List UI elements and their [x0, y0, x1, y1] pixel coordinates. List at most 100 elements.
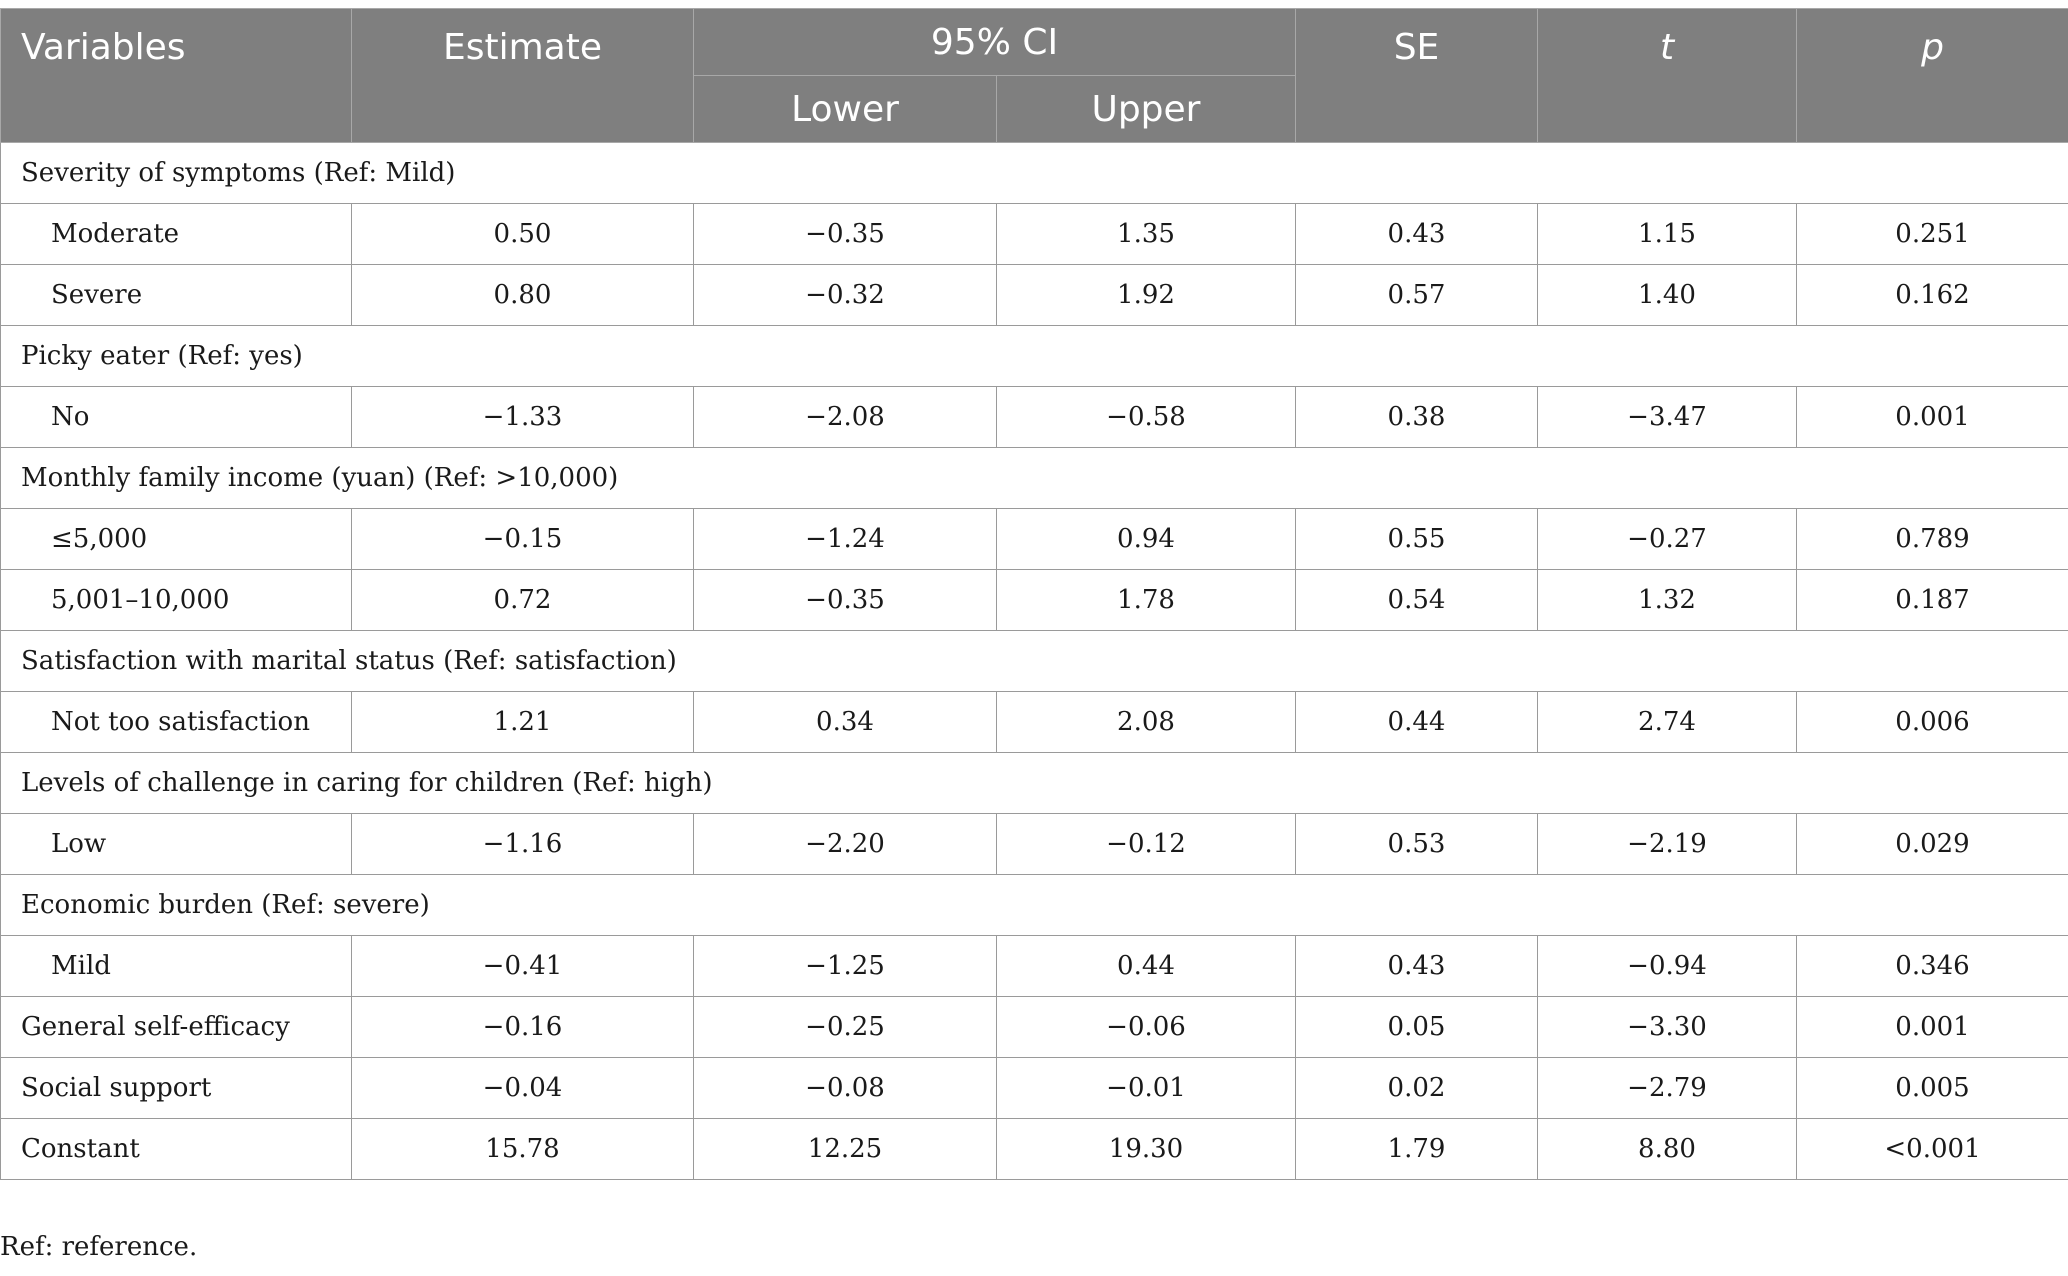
estimate-cell: −0.16: [351, 996, 694, 1058]
estimate-cell: −1.16: [351, 813, 694, 875]
upper-cell: 19.30: [996, 1118, 1296, 1180]
variable-label: ≤5,000: [0, 508, 352, 570]
p-cell: 0.001: [1796, 386, 2068, 448]
p-cell: 0.251: [1796, 203, 2068, 265]
upper-cell: −0.12: [996, 813, 1296, 875]
variable-label: Constant: [0, 1118, 352, 1180]
t-cell: −2.79: [1537, 1057, 1797, 1119]
se-cell: 0.57: [1295, 264, 1538, 326]
variable-label: General self-efficacy: [0, 996, 352, 1058]
lower-cell: −1.24: [693, 508, 997, 570]
p-cell: 0.346: [1796, 935, 2068, 997]
t-cell: −3.30: [1537, 996, 1797, 1058]
estimate-cell: 1.21: [351, 691, 694, 753]
se-cell: 0.38: [1295, 386, 1538, 448]
p-cell: 0.187: [1796, 569, 2068, 631]
variable-label: Severe: [0, 264, 352, 326]
table-header: Variables Estimate 95% CI SE t p Lower U…: [0, 8, 2068, 143]
table-body: Severity of symptoms (Ref: Mild) Moderate…: [0, 142, 2068, 1180]
header-t: t: [1537, 8, 1797, 143]
group-label: Economic burden (Ref: severe): [0, 874, 2068, 936]
table-row: ≤5,000 −0.15 −1.24 0.94 0.55 −0.27 0.789: [0, 508, 2068, 570]
lower-cell: −0.35: [693, 203, 997, 265]
se-cell: 0.43: [1295, 935, 1538, 997]
p-cell: 0.789: [1796, 508, 2068, 570]
upper-cell: 0.44: [996, 935, 1296, 997]
lower-cell: −0.35: [693, 569, 997, 631]
p-cell: 0.006: [1796, 691, 2068, 753]
group-header-row: Satisfaction with marital status (Ref: s…: [0, 630, 2068, 692]
table-row: General self-efficacy −0.16 −0.25 −0.06 0.05…: [0, 996, 2068, 1058]
estimate-cell: 15.78: [351, 1118, 694, 1180]
estimate-cell: −1.33: [351, 386, 694, 448]
variable-label: Low: [0, 813, 352, 875]
lower-cell: −0.08: [693, 1057, 997, 1119]
table-footnote: Ref: reference.: [0, 1232, 198, 1262]
estimate-cell: 0.50: [351, 203, 694, 265]
table-row: No −1.33 −2.08 −0.58 0.38 −3.47 0.001: [0, 386, 2068, 448]
se-cell: 1.79: [1295, 1118, 1538, 1180]
se-cell: 0.05: [1295, 996, 1538, 1058]
t-cell: 8.80: [1537, 1118, 1797, 1180]
t-cell: −2.19: [1537, 813, 1797, 875]
t-cell: 1.40: [1537, 264, 1797, 326]
variable-label: 5,001–10,000: [0, 569, 352, 631]
se-cell: 0.02: [1295, 1057, 1538, 1119]
p-cell: <0.001: [1796, 1118, 2068, 1180]
upper-cell: −0.58: [996, 386, 1296, 448]
group-label: Severity of symptoms (Ref: Mild): [0, 142, 2068, 204]
table-row: 5,001–10,000 0.72 −0.35 1.78 0.54 1.32 0.187: [0, 569, 2068, 631]
table-row: Not too satisfaction 1.21 0.34 2.08 0.44 2.74…: [0, 691, 2068, 753]
header-variables: Variables: [0, 8, 352, 143]
variable-label: No: [0, 386, 352, 448]
table-row: Low −1.16 −2.20 −0.12 0.53 −2.19 0.029: [0, 813, 2068, 875]
group-header-row: Levels of challenge in caring for childr…: [0, 752, 2068, 814]
table-row: Severe 0.80 −0.32 1.92 0.57 1.40 0.162: [0, 264, 2068, 326]
estimate-cell: 0.72: [351, 569, 694, 631]
p-cell: 0.001: [1796, 996, 2068, 1058]
lower-cell: −2.08: [693, 386, 997, 448]
upper-cell: −0.01: [996, 1057, 1296, 1119]
estimate-cell: 0.80: [351, 264, 694, 326]
header-lower: Lower: [693, 75, 997, 143]
p-cell: 0.162: [1796, 264, 2068, 326]
lower-cell: −2.20: [693, 813, 997, 875]
t-cell: 1.32: [1537, 569, 1797, 631]
upper-cell: −0.06: [996, 996, 1296, 1058]
table-row: Social support −0.04 −0.08 −0.01 0.02 −2.79 0.…: [0, 1057, 2068, 1119]
t-cell: −0.27: [1537, 508, 1797, 570]
t-cell: 1.15: [1537, 203, 1797, 265]
table-row: Moderate 0.50 −0.35 1.35 0.43 1.15 0.251: [0, 203, 2068, 265]
upper-cell: 1.92: [996, 264, 1296, 326]
lower-cell: 12.25: [693, 1118, 997, 1180]
group-label: Levels of challenge in caring for childr…: [0, 752, 2068, 814]
se-cell: 0.43: [1295, 203, 1538, 265]
lower-cell: −1.25: [693, 935, 997, 997]
header-estimate: Estimate: [351, 8, 694, 143]
variable-label: Mild: [0, 935, 352, 997]
header-upper: Upper: [996, 75, 1296, 143]
group-header-row: Monthly family income (yuan) (Ref: >10,0…: [0, 447, 2068, 509]
group-header-row: Economic burden (Ref: severe): [0, 874, 2068, 936]
se-cell: 0.55: [1295, 508, 1538, 570]
lower-cell: −0.32: [693, 264, 997, 326]
table-row: Mild −0.41 −1.25 0.44 0.43 −0.94 0.346: [0, 935, 2068, 997]
upper-cell: 1.78: [996, 569, 1296, 631]
p-cell: 0.005: [1796, 1057, 2068, 1119]
variable-label: Social support: [0, 1057, 352, 1119]
header-p: p: [1796, 8, 2068, 143]
regression-results-table: Variables Estimate 95% CI SE t p Lower U…: [0, 8, 2068, 1180]
estimate-cell: −0.04: [351, 1057, 694, 1119]
header-ci: 95% CI: [693, 8, 1296, 76]
upper-cell: 2.08: [996, 691, 1296, 753]
se-cell: 0.44: [1295, 691, 1538, 753]
p-cell: 0.029: [1796, 813, 2068, 875]
lower-cell: 0.34: [693, 691, 997, 753]
group-label: Satisfaction with marital status (Ref: s…: [0, 630, 2068, 692]
lower-cell: −0.25: [693, 996, 997, 1058]
group-header-row: Picky eater (Ref: yes): [0, 325, 2068, 387]
table-row: Constant 15.78 12.25 19.30 1.79 8.80 <0.001: [0, 1118, 2068, 1180]
variable-label: Moderate: [0, 203, 352, 265]
upper-cell: 1.35: [996, 203, 1296, 265]
variable-label: Not too satisfaction: [0, 691, 352, 753]
